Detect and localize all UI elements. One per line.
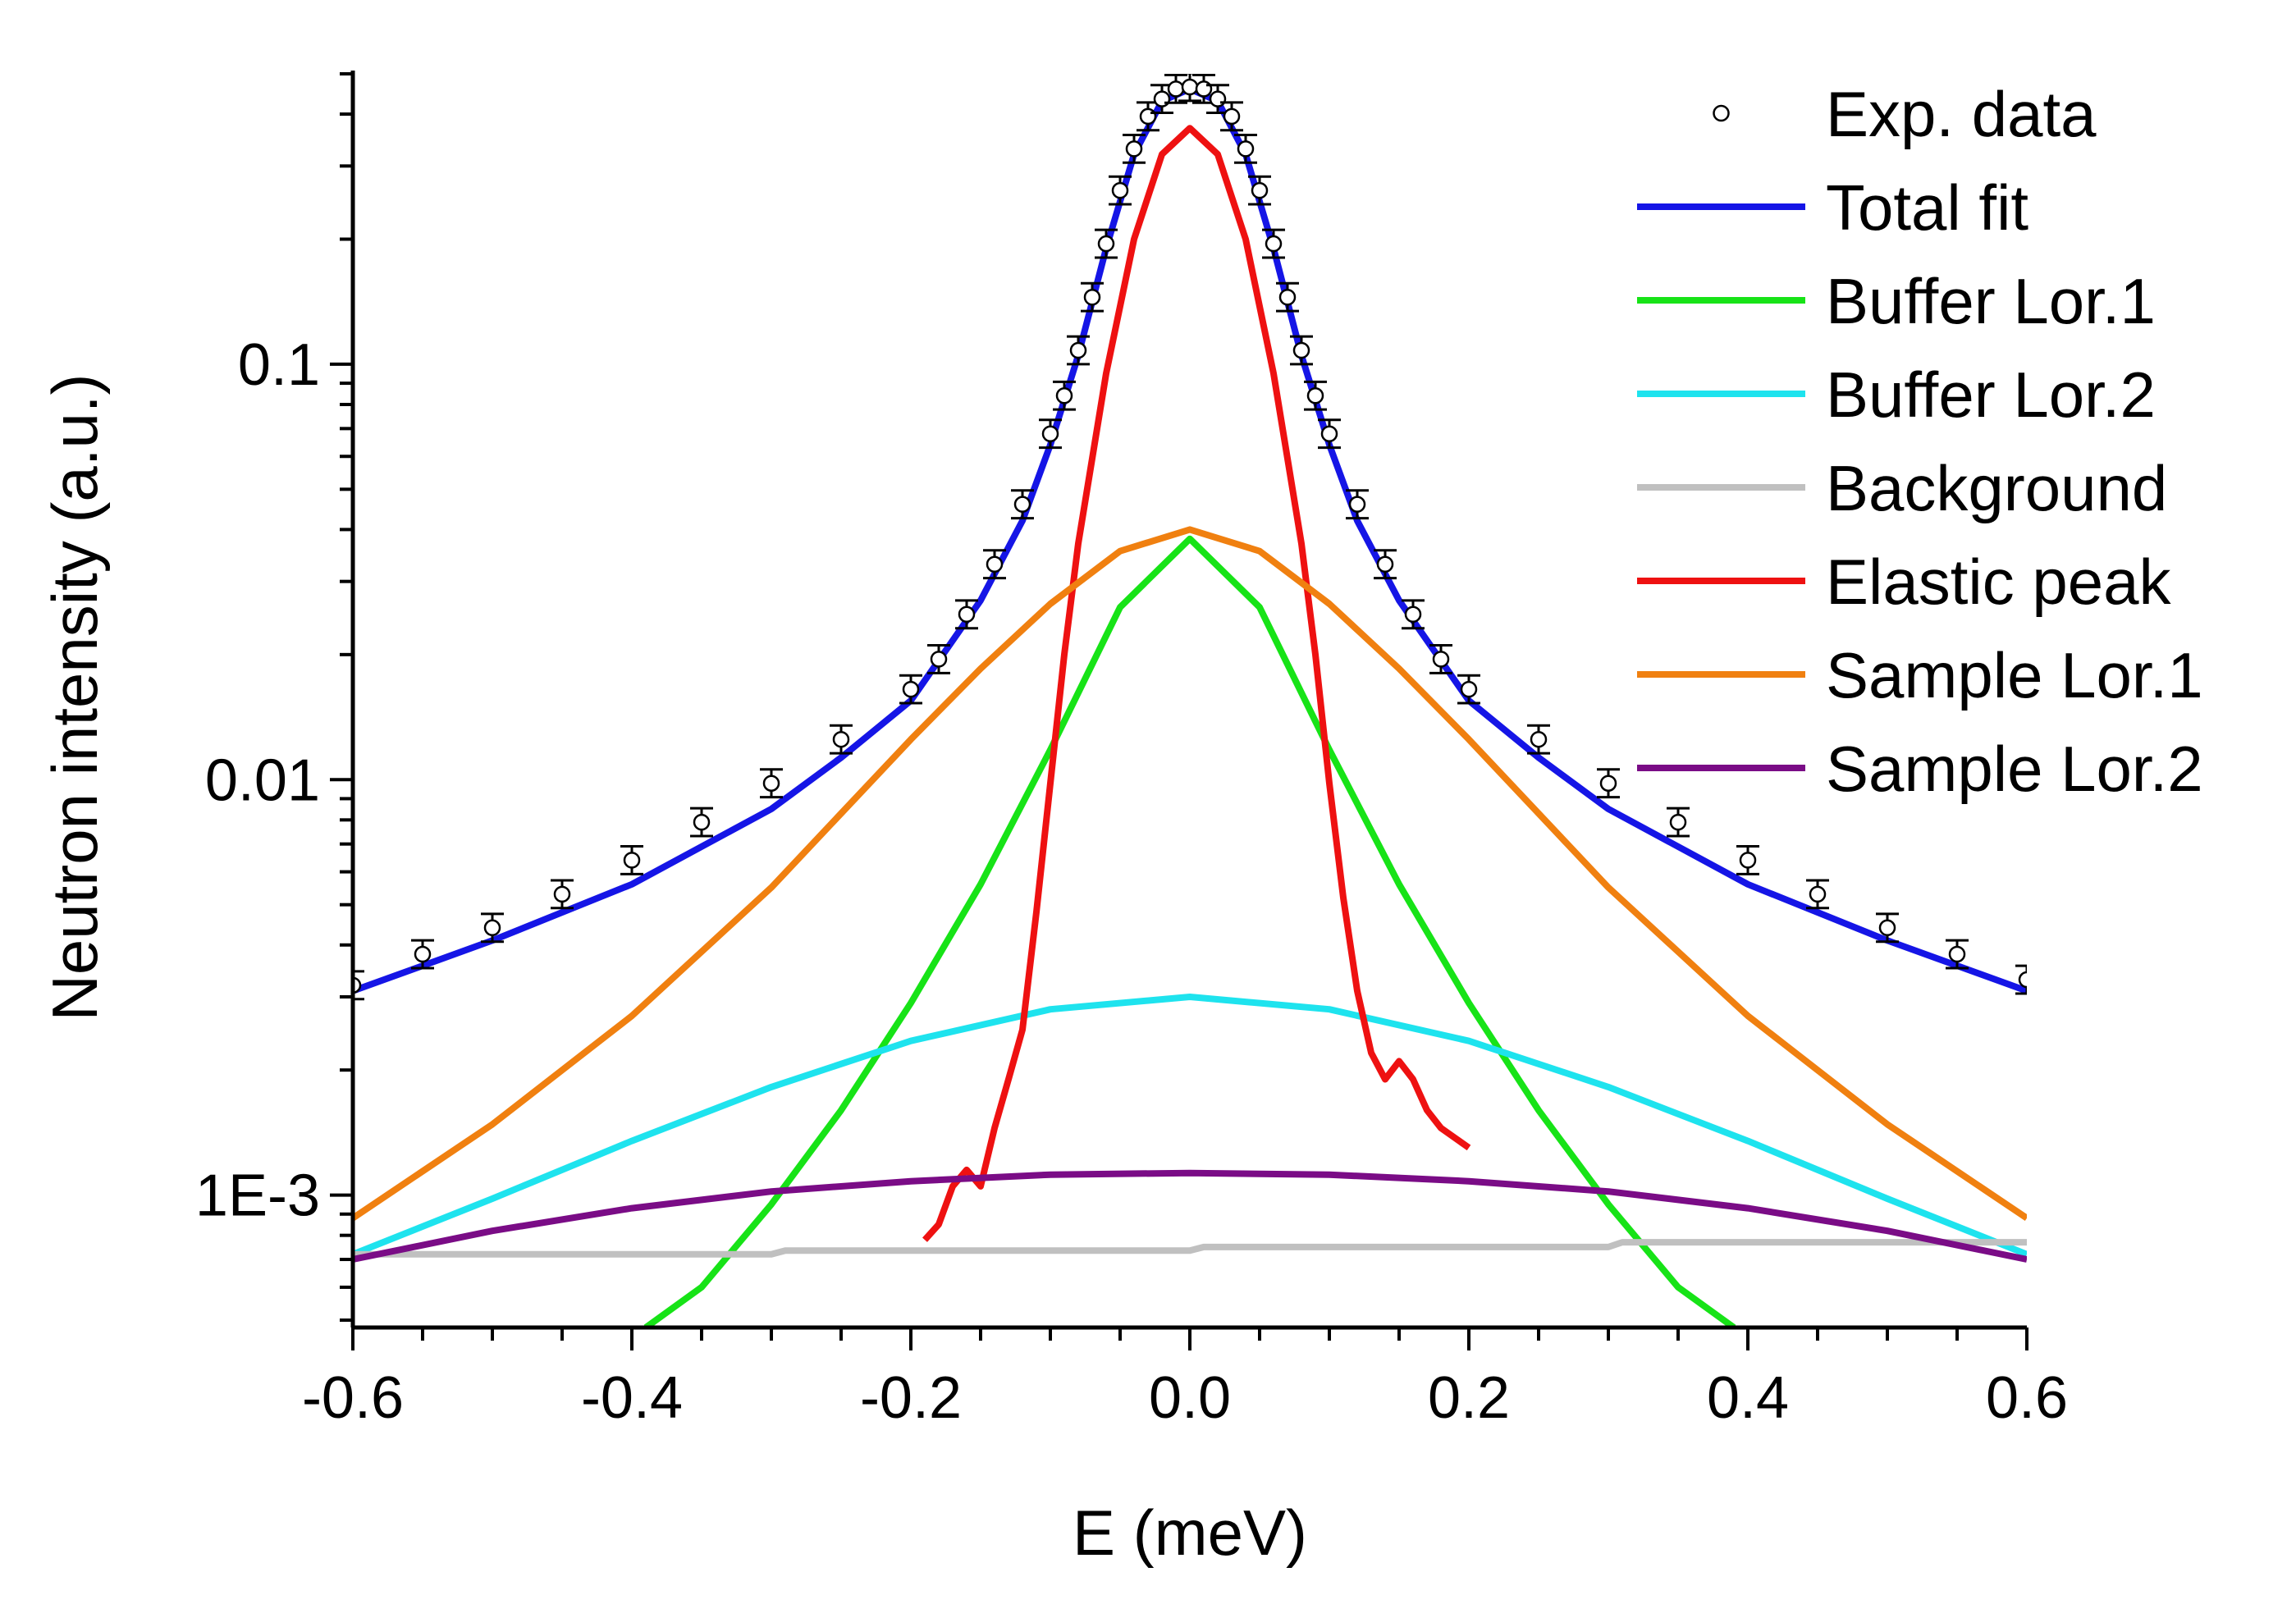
background-line: [353, 1239, 2027, 1258]
sample-lor-2-line: [353, 1169, 2027, 1263]
legend-item-sample-lor-1: Sample Lor.1: [1637, 639, 2203, 711]
legend-label: Buffer Lor.2: [1826, 359, 2156, 431]
data-point: [1429, 643, 1452, 674]
data-point: [955, 599, 978, 630]
data-point: [1164, 74, 1187, 104]
legend-item-background: Background: [1637, 452, 2167, 524]
data-point: [1290, 335, 1313, 366]
data-point: [899, 674, 922, 705]
ticks: -0.6 -0.4 -0.2 0.0 0.2 0.4 0.6 1E-3 0.01 0.1: [195, 72, 2068, 1431]
legend-item-buffer-lor-2: Buffer Lor.2: [1637, 359, 2156, 431]
y-tick-label: 0.1: [238, 332, 320, 398]
data-point: [830, 724, 853, 755]
data-point: [1067, 335, 1090, 366]
legend-label: Sample Lor.2: [1826, 733, 2203, 805]
data-point: [1276, 281, 1299, 313]
buffer-lor-1-line: [643, 535, 1736, 1328]
elastic-peak-line: [922, 125, 1471, 1242]
data-point: [1011, 489, 1034, 520]
data-point: [760, 768, 783, 799]
data-point: [551, 879, 574, 910]
legend-item-buffer-lor-1: Buffer Lor.1: [1637, 265, 2156, 337]
legend-label: Sample Lor.1: [1826, 639, 2203, 711]
data-point: [2015, 964, 2027, 995]
data-point: [620, 844, 643, 875]
x-tick-label: 0.6: [1986, 1365, 2068, 1431]
x-tick-label: 0.2: [1428, 1365, 1510, 1431]
data-point: [1262, 228, 1285, 259]
sample-lor-1-line: [353, 526, 2027, 1222]
data-point: [1109, 175, 1132, 206]
data-point: [481, 912, 504, 944]
legend: Exp. data Total fit Buffer Lor.1 Buffer Lor…: [1637, 78, 2203, 805]
data-point: [1123, 133, 1146, 164]
data-point: [1597, 768, 1620, 799]
data-point: [1736, 844, 1759, 875]
data-point: [1318, 418, 1341, 450]
plot-curves: [353, 85, 2027, 1328]
data-point: [1220, 101, 1243, 132]
legend-label: Exp. data: [1826, 78, 2097, 150]
legend-label: Elastic peak: [1826, 546, 2172, 618]
data-point: [1039, 418, 1062, 450]
x-tick-label: -0.4: [581, 1365, 683, 1431]
legend-label: Background: [1826, 452, 2167, 524]
data-point: [1095, 228, 1118, 259]
data-point: [1346, 489, 1369, 520]
y-axis-label: Neutron intensity (a.u.): [39, 373, 111, 1021]
y-tick-label: 1E-3: [195, 1163, 320, 1229]
legend-marker: [1713, 104, 1730, 122]
data-point: [1402, 599, 1425, 630]
x-tick-label: 0.4: [1707, 1365, 1789, 1431]
data-point: [1457, 674, 1480, 705]
axes: [350, 71, 2027, 1330]
buffer-lor-2-line: [353, 994, 2027, 1258]
x-tick-label: -0.2: [860, 1365, 962, 1431]
data-point: [1053, 380, 1076, 411]
x-tick-label: -0.6: [302, 1365, 404, 1431]
data-point: [1304, 380, 1327, 411]
x-axis-label: E (meV): [1073, 1497, 1307, 1569]
data-point: [1806, 879, 1829, 910]
data-point: [1192, 74, 1215, 104]
data-point: [1234, 133, 1257, 164]
legend-item-elastic-peak: Elastic peak: [1637, 546, 2172, 618]
data-point: [411, 939, 434, 970]
y-tick-label: 0.01: [205, 747, 320, 813]
x-tick-label: 0.0: [1149, 1365, 1231, 1431]
legend-label: Buffer Lor.1: [1826, 265, 2156, 337]
data-point: [1946, 939, 1969, 970]
data-point: [927, 643, 950, 674]
plot-markers: [353, 74, 2027, 1001]
legend-label: Total fit: [1826, 171, 2028, 244]
data-point: [1248, 175, 1271, 206]
data-point: [1081, 281, 1104, 313]
data-point: [1667, 807, 1690, 838]
data-point: [1876, 912, 1899, 944]
legend-item-total-fit: Total fit: [1637, 171, 2028, 244]
legend-item-exp-data: Exp. data: [1713, 78, 2097, 150]
data-point: [1374, 549, 1397, 580]
data-point: [983, 549, 1006, 580]
legend-item-sample-lor-2: Sample Lor.2: [1637, 733, 2203, 805]
data-point: [690, 807, 713, 838]
data-point: [1527, 724, 1550, 755]
